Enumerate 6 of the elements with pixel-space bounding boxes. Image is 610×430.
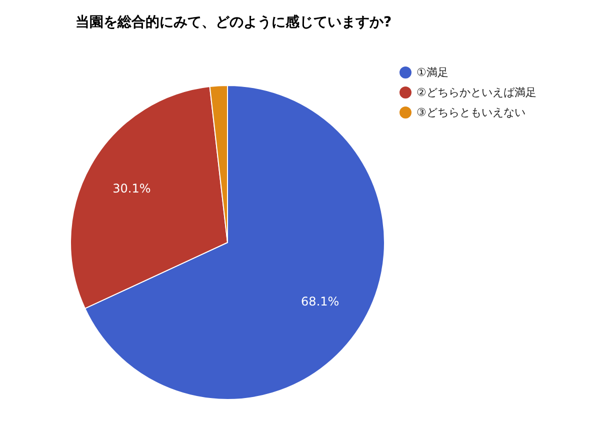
chart-title: 当園を総合的にみて、どのように感じていますか? — [76, 14, 392, 30]
legend-label: ②どちらかといえば満足 — [416, 86, 536, 99]
legend-label: ①満足 — [416, 66, 448, 79]
data-label: 68.1% — [301, 294, 340, 309]
legend-label: ③どちらともいえない — [416, 106, 526, 119]
data-label: 30.1% — [112, 182, 151, 196]
